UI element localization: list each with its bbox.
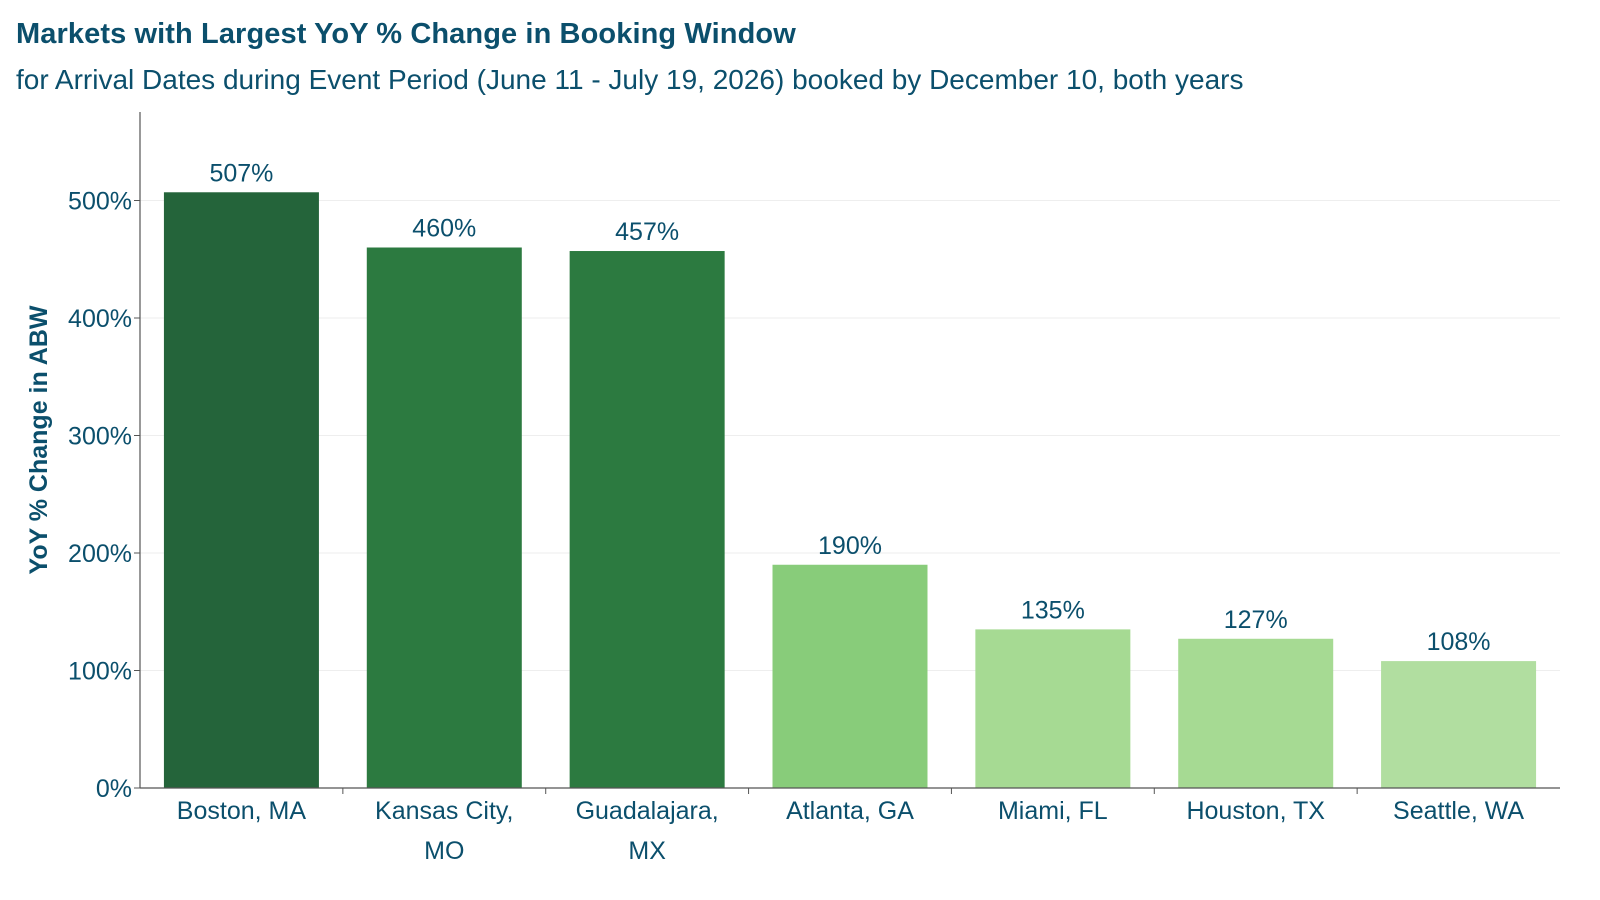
labels: YoY % Change in ABW 507% Boston, MA 460% Kan… <box>25 159 1524 865</box>
chart-subtitle: for Arrival Dates during Event Period (J… <box>16 64 1244 95</box>
bar <box>772 564 928 788</box>
bar <box>569 251 725 788</box>
x-tick-label: Houston, TX <box>1186 797 1325 825</box>
bar <box>366 247 522 788</box>
y-tick-label: 0% <box>96 775 132 803</box>
x-tick-label: MX <box>628 837 666 865</box>
bar <box>163 192 319 788</box>
bar-value-label: 457% <box>615 218 679 246</box>
bar <box>1178 638 1334 788</box>
x-tick-label: Kansas City, <box>375 797 513 825</box>
y-tick-label: 300% <box>68 423 132 451</box>
y-axis-label: YoY % Change in ABW <box>25 305 53 574</box>
y-tick-label: 200% <box>68 540 132 568</box>
bar-value-label: 190% <box>818 532 882 560</box>
x-tick-label: Guadalajara, <box>576 797 719 825</box>
x-tick-label: Boston, MA <box>177 797 307 825</box>
bar <box>1381 661 1537 788</box>
y-tick-label: 500% <box>68 188 132 216</box>
axes: 0% 100% 200% 300% 400% 500% <box>68 112 1560 803</box>
bar-value-label: 507% <box>209 159 273 187</box>
bars <box>163 192 1537 788</box>
bar-value-label: 108% <box>1427 628 1491 656</box>
chart-title: Markets with Largest YoY % Change in Boo… <box>16 18 796 50</box>
bar-value-label: 127% <box>1224 606 1288 634</box>
x-tick-label: MO <box>424 837 464 865</box>
y-tick-label: 400% <box>68 305 132 333</box>
x-tick-label: Atlanta, GA <box>786 797 914 825</box>
bar-value-label: 135% <box>1021 596 1085 624</box>
x-tick-label: Seattle, WA <box>1393 797 1524 825</box>
bar-value-label: 460% <box>412 215 476 243</box>
y-tick-label: 100% <box>68 658 132 686</box>
x-tick-label: Miami, FL <box>998 797 1108 825</box>
bar <box>975 629 1131 788</box>
